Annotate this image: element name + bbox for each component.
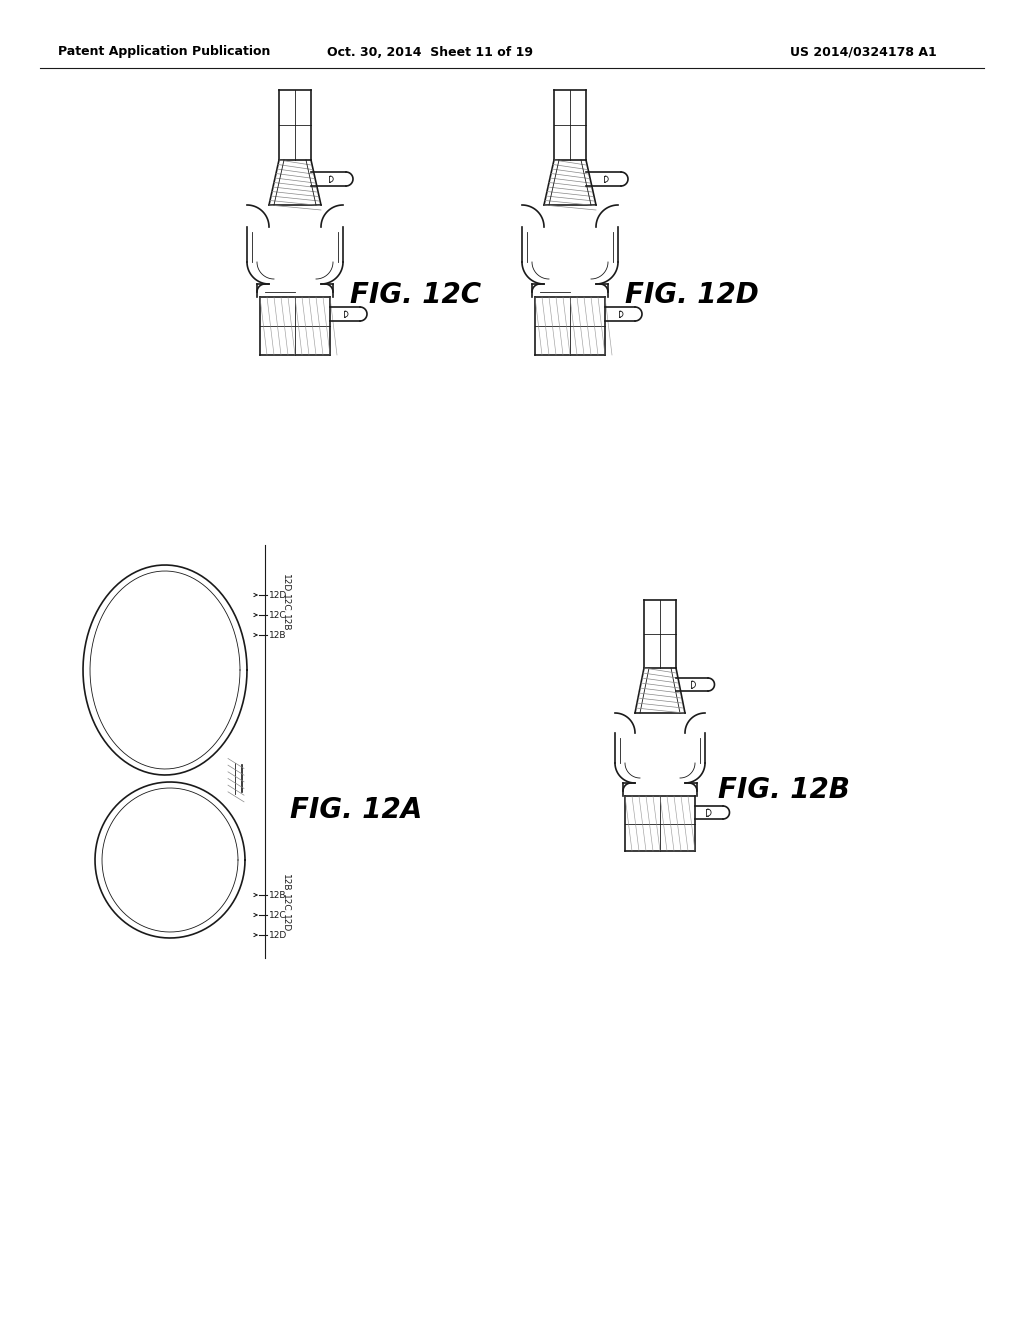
Text: 12D: 12D (281, 913, 290, 932)
Text: Patent Application Publication: Patent Application Publication (58, 45, 270, 58)
Text: 12C: 12C (281, 895, 290, 912)
Text: 12B: 12B (281, 874, 290, 892)
Text: 12B: 12B (281, 615, 290, 632)
Text: FIG. 12B: FIG. 12B (718, 776, 850, 804)
Text: 12D: 12D (269, 931, 288, 940)
Text: 12B: 12B (269, 631, 287, 639)
Text: FIG. 12A: FIG. 12A (290, 796, 422, 824)
Text: US 2014/0324178 A1: US 2014/0324178 A1 (790, 45, 937, 58)
Text: 12C: 12C (269, 610, 287, 619)
Text: 12D: 12D (281, 574, 290, 591)
Text: 12C: 12C (281, 594, 290, 612)
Text: 12C: 12C (269, 911, 287, 920)
Text: Oct. 30, 2014  Sheet 11 of 19: Oct. 30, 2014 Sheet 11 of 19 (327, 45, 534, 58)
Text: FIG. 12C: FIG. 12C (350, 281, 481, 309)
Text: 12D: 12D (269, 590, 288, 599)
Text: 12B: 12B (269, 891, 287, 899)
Text: FIG. 12D: FIG. 12D (625, 281, 759, 309)
